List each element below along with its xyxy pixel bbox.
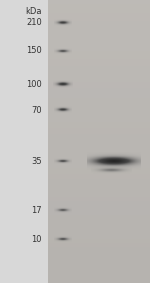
Text: 17: 17 <box>31 206 42 215</box>
Text: 35: 35 <box>31 157 42 166</box>
Text: 70: 70 <box>31 106 42 115</box>
Text: 100: 100 <box>26 80 42 89</box>
Text: 210: 210 <box>26 18 42 27</box>
Text: 150: 150 <box>26 46 42 55</box>
Text: 10: 10 <box>32 235 42 244</box>
Bar <box>48 0 150 283</box>
Text: kDa: kDa <box>26 7 42 16</box>
